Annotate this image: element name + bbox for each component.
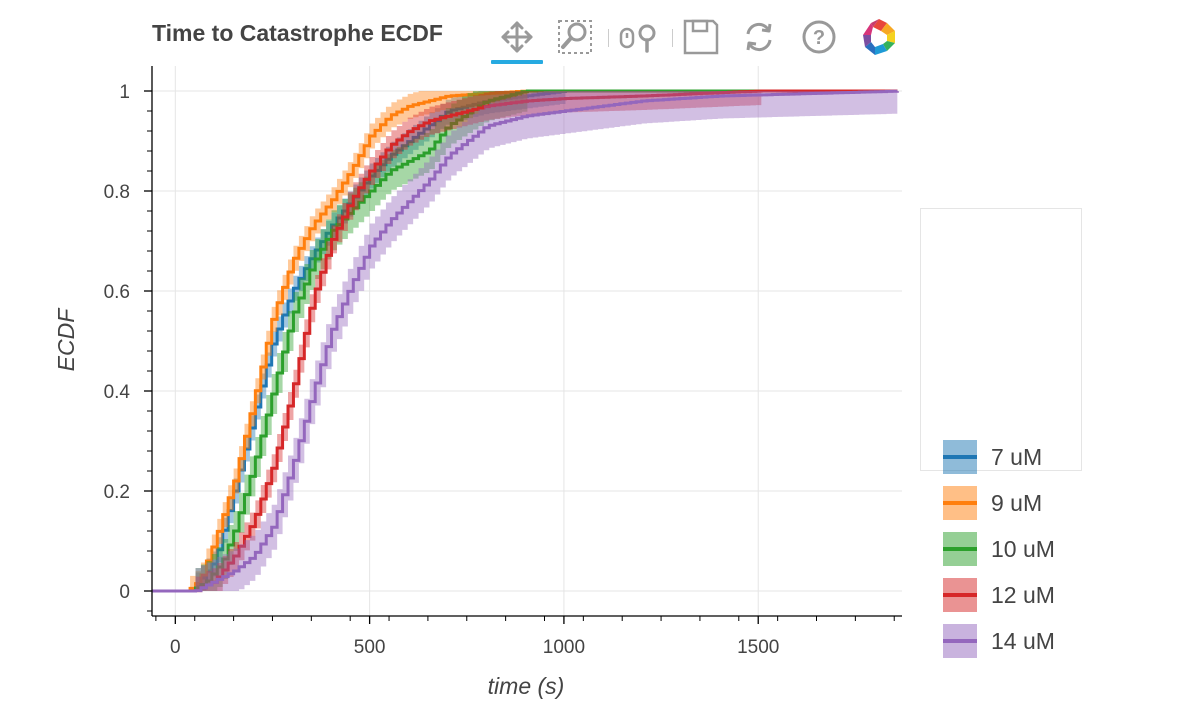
legend-item[interactable]: 7 uM: [943, 440, 1042, 474]
series-7-uM: [152, 89, 898, 593]
legend-label: 12 uM: [991, 581, 1055, 608]
save-tool[interactable]: [672, 12, 730, 62]
x-tick-label: 1000: [543, 637, 585, 658]
confidence-band: [152, 91, 898, 591]
legend-item[interactable]: 9 uM: [943, 486, 1042, 520]
chart-title: Time to Catastrophe ECDF: [152, 20, 443, 46]
reset-tool[interactable]: [730, 12, 788, 62]
legend-swatch: [943, 624, 977, 658]
legend-line: [943, 455, 977, 459]
bokeh-logo-icon: [863, 19, 895, 55]
wheel-zoom-icon: [619, 24, 656, 53]
legend-swatch: [943, 440, 977, 474]
x-tick-label: 500: [354, 637, 386, 658]
y-axis-label: ECDF: [53, 307, 79, 372]
legend-item[interactable]: 12 uM: [943, 578, 1055, 612]
legend-line: [943, 639, 977, 643]
pan-arrows-icon: [501, 21, 533, 53]
legend-swatch: [943, 532, 977, 566]
save-floppy-icon: [683, 19, 719, 55]
legend-label: 9 uM: [991, 489, 1043, 516]
legend-line: [943, 501, 977, 505]
legend-line: [943, 547, 977, 551]
pan-tool[interactable]: [488, 12, 546, 64]
legend-label: 10 uM: [991, 535, 1055, 562]
legend-item[interactable]: 10 uM: [943, 532, 1055, 566]
y-tick-label: 0.4: [104, 382, 131, 403]
toolbar: ?: [488, 12, 908, 66]
axes: 0 500 1000 1500 0 0.2 0.4 0.6 0.8 1: [104, 66, 902, 658]
legend: 7 uM 9 uM 10 uM 12 uM 14 uM: [920, 208, 1082, 658]
series-layer: [152, 89, 899, 593]
toolbar-divider: [672, 29, 673, 47]
bokeh-logo[interactable]: [850, 12, 908, 62]
series-10-uM: [152, 89, 898, 593]
ecdf-line: [152, 89, 899, 593]
ecdf-line: [152, 89, 898, 593]
confidence-band: [152, 91, 898, 591]
confidence-band: [152, 91, 898, 591]
ecdf-line: [152, 89, 898, 593]
legend-line: [943, 593, 977, 597]
toolbar-divider: [608, 29, 609, 47]
reset-icon: [746, 22, 772, 52]
x-axis-label: time (s): [488, 673, 565, 699]
ecdf-line: [152, 89, 898, 593]
x-tick-label: 1500: [737, 637, 779, 658]
series-9-uM: [152, 89, 898, 593]
legend-item[interactable]: 14 uM: [943, 624, 1055, 658]
help-icon: ?: [802, 20, 836, 54]
wheel-zoom-tool[interactable]: [610, 12, 668, 62]
box-zoom-icon: [558, 20, 592, 54]
y-tick-label: 0.2: [104, 482, 130, 503]
series-12-uM: [152, 89, 898, 593]
confidence-band: [152, 91, 898, 591]
y-tick-label: 0: [119, 582, 130, 603]
y-tick-label: 0.8: [104, 182, 130, 203]
series-14-uM: [152, 89, 899, 593]
svg-text:?: ?: [813, 27, 825, 49]
ecdf-line: [152, 89, 898, 593]
confidence-band: [152, 91, 898, 591]
legend-label: 14 uM: [991, 627, 1055, 654]
x-tick-label: 0: [170, 637, 181, 658]
y-tick-label: 1: [119, 82, 130, 103]
legend-swatch: [943, 578, 977, 612]
box-zoom-tool[interactable]: [546, 12, 604, 62]
help-tool[interactable]: ?: [790, 12, 848, 62]
legend-swatch: [943, 486, 977, 520]
legend-label: 7 uM: [991, 443, 1043, 470]
y-tick-label: 0.6: [104, 282, 130, 303]
